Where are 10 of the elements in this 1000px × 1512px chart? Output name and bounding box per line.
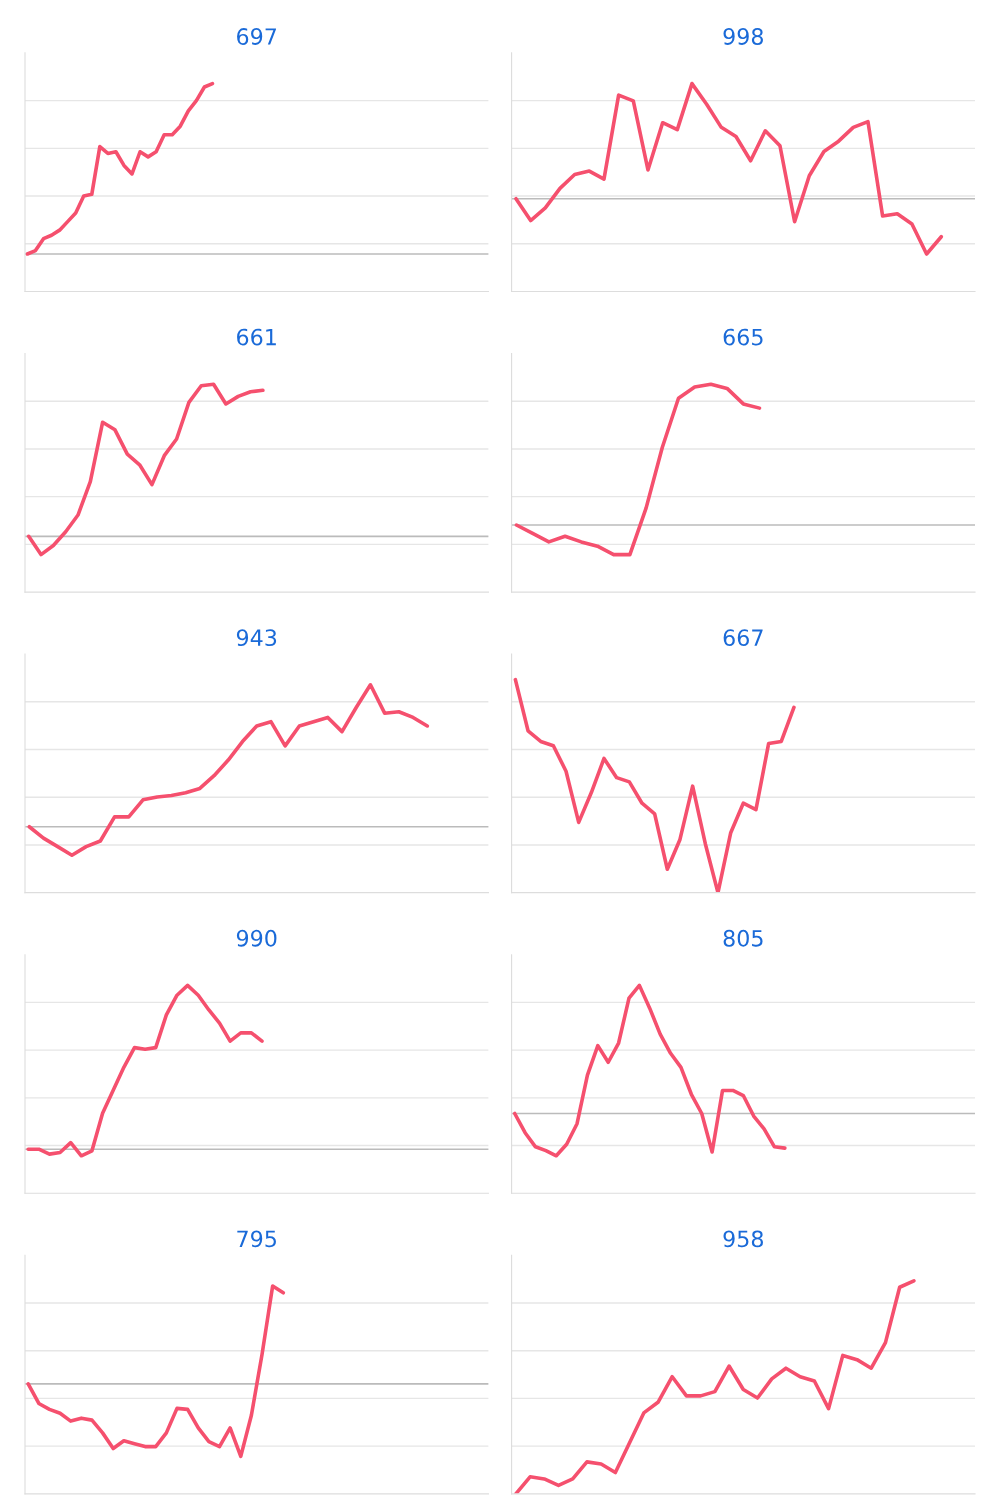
chart-title: 795 (237, 1230, 276, 1248)
chart-title: 665 (723, 328, 763, 346)
chart-title: 990 (236, 929, 277, 947)
chart-title: 943 (236, 629, 277, 647)
chart-title: 958 (723, 1230, 763, 1248)
chart-title: 667 (723, 629, 763, 647)
chart-title: 998 (723, 28, 763, 45)
chart-title: 661 (237, 328, 276, 346)
chart-title: 697 (237, 28, 277, 45)
chart-title: 805 (723, 929, 763, 947)
